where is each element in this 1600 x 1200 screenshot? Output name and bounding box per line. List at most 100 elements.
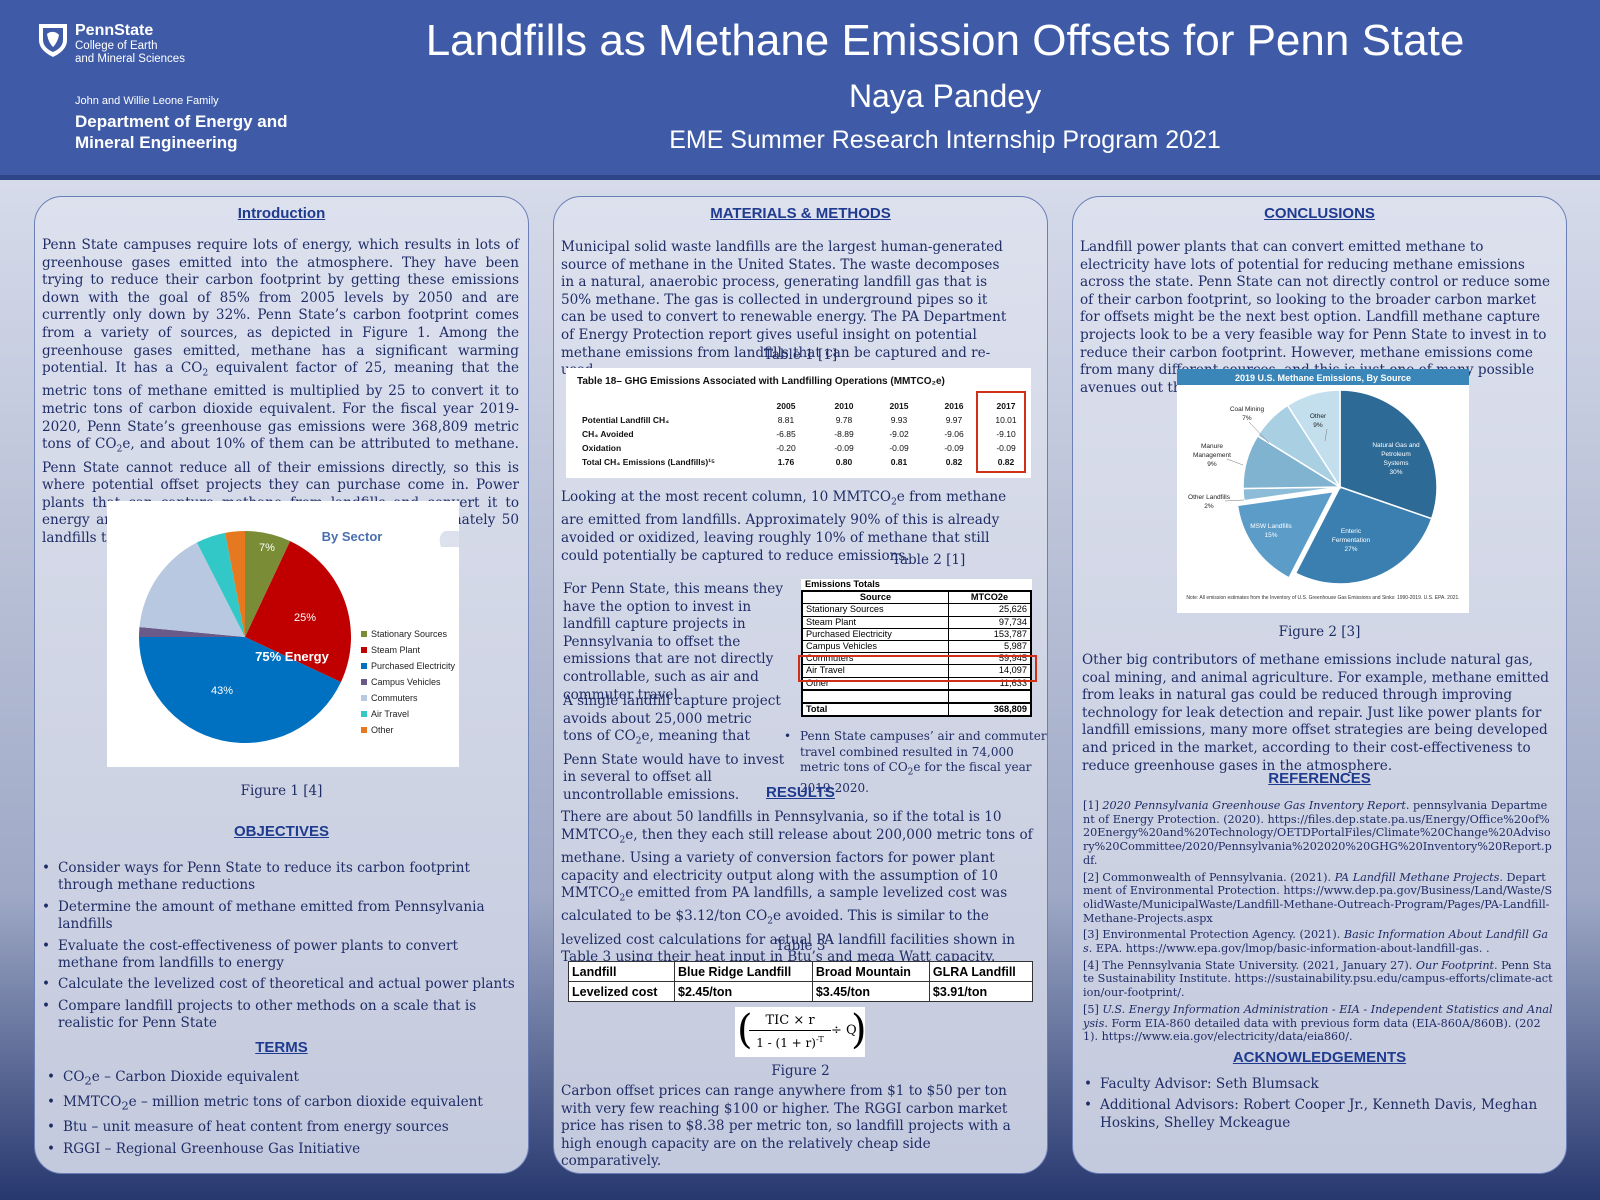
figure1-caption: Figure 1 [4] <box>240 783 323 799</box>
table1-year-header: 2016 <box>944 401 964 411</box>
formula-left-paren: ( <box>737 1007 753 1053</box>
table1-caption: Table 1 [1] <box>763 347 838 363</box>
table2-value-cell: 14,097 <box>948 664 1032 678</box>
term-item: Btu – unit measure of heat content from … <box>45 1119 515 1137</box>
department-name: John and Willie Leone Family Department … <box>75 95 288 153</box>
levelized-cost-formula: ( TIC × r 1 - (1 + r)-T ÷ Q ) <box>735 1007 867 1057</box>
label-other-landfills: 2% <box>1204 503 1214 510</box>
term-item: MMTCO2e – million metric tons of carbon … <box>45 1094 515 1115</box>
conclusions-text: Landfill power plants that can convert e… <box>1080 239 1551 396</box>
table1-cell: 9.93 <box>890 415 908 425</box>
nittany-lion-shield-icon <box>39 24 67 57</box>
logo-college: College of Earth and Mineral Sciences <box>75 40 185 65</box>
leader-lines <box>1224 421 1328 502</box>
references-heading: REFERENCES <box>1268 770 1371 787</box>
table2-source-cell: Campus Vehicles <box>801 639 949 654</box>
label-coal: 7% <box>1242 415 1252 422</box>
dept-line1: John and Willie Leone Family <box>75 95 219 107</box>
figure1-chart: By Sector 7% 25% 43% 75% Energy Stationa… <box>107 501 459 767</box>
table1-cell: 9.97 <box>945 415 963 425</box>
poster-header: PennState College of Earth and Mineral Sc… <box>0 0 1600 180</box>
legend-swatch <box>361 695 367 701</box>
objectives-list: Consider ways for Penn State to reduce i… <box>40 860 518 1037</box>
term-item: CO2e – Carbon Dioxide equivalent <box>45 1069 515 1090</box>
methods-text-3: For Penn State, this means they have the… <box>563 581 784 703</box>
table3-cell: $3.45/ton <box>811 981 930 1002</box>
table3-caption: Table 3 <box>775 938 826 954</box>
pie-slice-stationary-sources <box>245 531 291 637</box>
table2-emissions-totals: Emissions Totals Source MTCO2e Stationary… <box>801 579 1032 718</box>
table1-cell: -0.09 <box>944 443 964 453</box>
label-natural-gas: Natural Gas and <box>1372 442 1420 449</box>
legend-label: Steam Plant <box>371 645 421 655</box>
table3-header-cell: Landfill <box>568 961 675 982</box>
reference-item: [3] Environmental Protection Agency. (20… <box>1083 928 1549 956</box>
methane-source-pie-chart: 2019 U.S. Methane Emissions, By Source N… <box>1177 369 1469 601</box>
table3-levelized-cost: Landfill Blue Ridge Landfill Broad Mount… <box>568 961 1034 1002</box>
table1-year-header: 2015 <box>889 401 909 411</box>
table2-row: Steam Plant 97,734 <box>801 615 1032 629</box>
table2-source-cell: Steam Plant <box>801 615 949 629</box>
results-heading: RESULTS <box>766 784 835 801</box>
pie-slice-air-travel <box>196 532 245 637</box>
table1-cell: -9.10 <box>996 429 1016 439</box>
table3-header-cell: Broad Mountain <box>811 961 930 982</box>
methods-note: • Penn State campuses’ air and commuter t… <box>784 729 1047 796</box>
chart-title: By Sector <box>322 529 383 544</box>
pie-slice-natural-gas <box>1339 389 1438 520</box>
legend-label: Other <box>371 725 394 735</box>
pie-slice-commuters <box>139 542 245 637</box>
methods-text-4: A single landfill capture project avoids… <box>563 693 785 803</box>
acknowledgement-item: Additional Advisors: Robert Cooper Jr., … <box>1082 1097 1552 1132</box>
legend-swatch <box>361 727 367 733</box>
label-enteric: Fermentation <box>1332 537 1371 544</box>
legend-label: Air Travel <box>371 709 409 719</box>
table3-cell: $2.45/ton <box>674 981 813 1002</box>
table2-row: Purchased Electricity 153,787 <box>801 627 1032 641</box>
methods-text: Municipal solid waste landfills are the … <box>561 239 1007 378</box>
label-msw: 15% <box>1264 532 1277 539</box>
table2-value-cell: 25,626 <box>948 603 1032 617</box>
pie-slice-steam-plant <box>245 541 351 683</box>
table1-cell: -9.02 <box>889 429 909 439</box>
acknowledgements-list: Faculty Advisor: Seth Blumsack Additiona… <box>1082 1076 1552 1136</box>
label-enteric: Enteric <box>1341 528 1362 535</box>
label-natural-gas: Petroleum <box>1381 451 1411 458</box>
table2-value-cell: 97,734 <box>948 615 1032 629</box>
table2-header-value: MTCO2e <box>948 590 1032 605</box>
pie-slice-other <box>225 531 245 637</box>
poster-author: Naya Pandey <box>848 78 1042 114</box>
pie-slice-msw-landfills <box>1236 490 1335 579</box>
formula-right-paren: ) <box>851 1007 867 1053</box>
figure2-methane-chart: 2019 U.S. Methane Emissions, By Source N… <box>1177 369 1469 613</box>
table1-cell: -0.20 <box>776 443 796 453</box>
table2-source-cell: Purchased Electricity <box>801 627 949 641</box>
objective-item: Calculate the levelized cost of theoreti… <box>40 976 518 994</box>
table2-row: Stationary Sources 25,626 <box>801 603 1032 617</box>
table2-source-cell: Stationary Sources <box>801 603 949 617</box>
table2-caption: Table 2 [1] <box>892 552 966 568</box>
table1-cell: 0.81 <box>890 457 908 467</box>
objective-item: Compare landfill projects to other metho… <box>40 998 518 1033</box>
table2-title: Emissions Totals <box>805 579 880 590</box>
poster-program: EME Summer Research Internship Program 2… <box>669 126 1221 154</box>
terms-list: CO2e – Carbon Dioxide equivalent MMTCO2e… <box>45 1069 515 1162</box>
label-natural-gas: 30% <box>1389 469 1402 476</box>
objective-item: Consider ways for Penn State to reduce i… <box>40 860 518 895</box>
chart-title: 2019 U.S. Methane Emissions, By Source <box>1235 373 1411 383</box>
table1-cell: 0.82 <box>997 457 1015 467</box>
label-coal: Coal Mining <box>1230 406 1265 413</box>
label-steam: 25% <box>294 612 316 624</box>
table2-source-cell: Air Travel <box>801 664 949 678</box>
table3-cell: $3.91/ton <box>928 981 1034 1002</box>
chart-note: Note: All emission estimates from the In… <box>1186 595 1459 601</box>
table3-header-cell: GLRA Landfill <box>928 961 1034 982</box>
label-natural-gas: Systems <box>1384 460 1410 467</box>
legend-label: Purchased Electricity <box>371 661 456 671</box>
table1-cell: -9.06 <box>944 429 964 439</box>
table1-ghg-landfill: Table 18– GHG Emissions Associated with … <box>566 368 1031 478</box>
table2-value-cell: 5,987 <box>948 639 1032 654</box>
label-other-landfills: Other Landfills <box>1188 494 1231 501</box>
conclusions-heading: CONCLUSIONS <box>1264 205 1375 222</box>
middle-panel: MATERIALS & METHODS Municipal solid wast… <box>553 196 1048 1174</box>
